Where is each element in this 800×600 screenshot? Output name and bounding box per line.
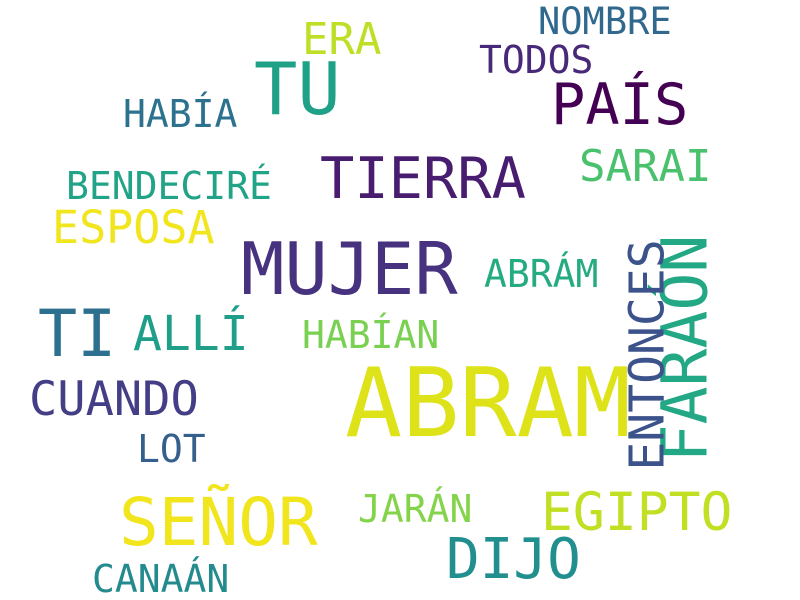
word-alli: ALLÍ <box>133 306 249 362</box>
word-bendecire: BENDECIRÉ <box>66 164 272 208</box>
word-egipto: EGIPTO <box>541 482 733 543</box>
word-sarai: SARAI <box>579 141 712 192</box>
word-abram: ABRAM <box>345 349 631 459</box>
word-nombre: NOMBRE <box>538 0 672 43</box>
word-jaran: JARÁN <box>358 487 473 531</box>
word-ti: TI <box>38 297 117 372</box>
word-dijo: DIJO <box>446 527 581 592</box>
word-era: ERA <box>302 14 382 65</box>
word-pais: PAÍS <box>551 72 689 138</box>
word-tu: TU <box>254 47 341 131</box>
word-lot: LOT <box>137 427 206 471</box>
word-senor: SEÑOR <box>119 484 318 561</box>
word-habia: HABÍA <box>123 92 238 136</box>
word-cuando: CUANDO <box>29 372 199 427</box>
word-todos: TODOS <box>479 38 594 82</box>
word-habian: HABÍAN <box>302 313 440 357</box>
word-abram-accent: ABRÁM <box>484 252 599 296</box>
word-entonces: ENTONCES <box>619 239 676 471</box>
word-esposa: ESPOSA <box>52 201 215 254</box>
word-canaan: CANAÁN <box>92 557 230 600</box>
word-tierra: TIERRA <box>320 146 526 212</box>
word-mujer: MUJER <box>241 227 458 311</box>
